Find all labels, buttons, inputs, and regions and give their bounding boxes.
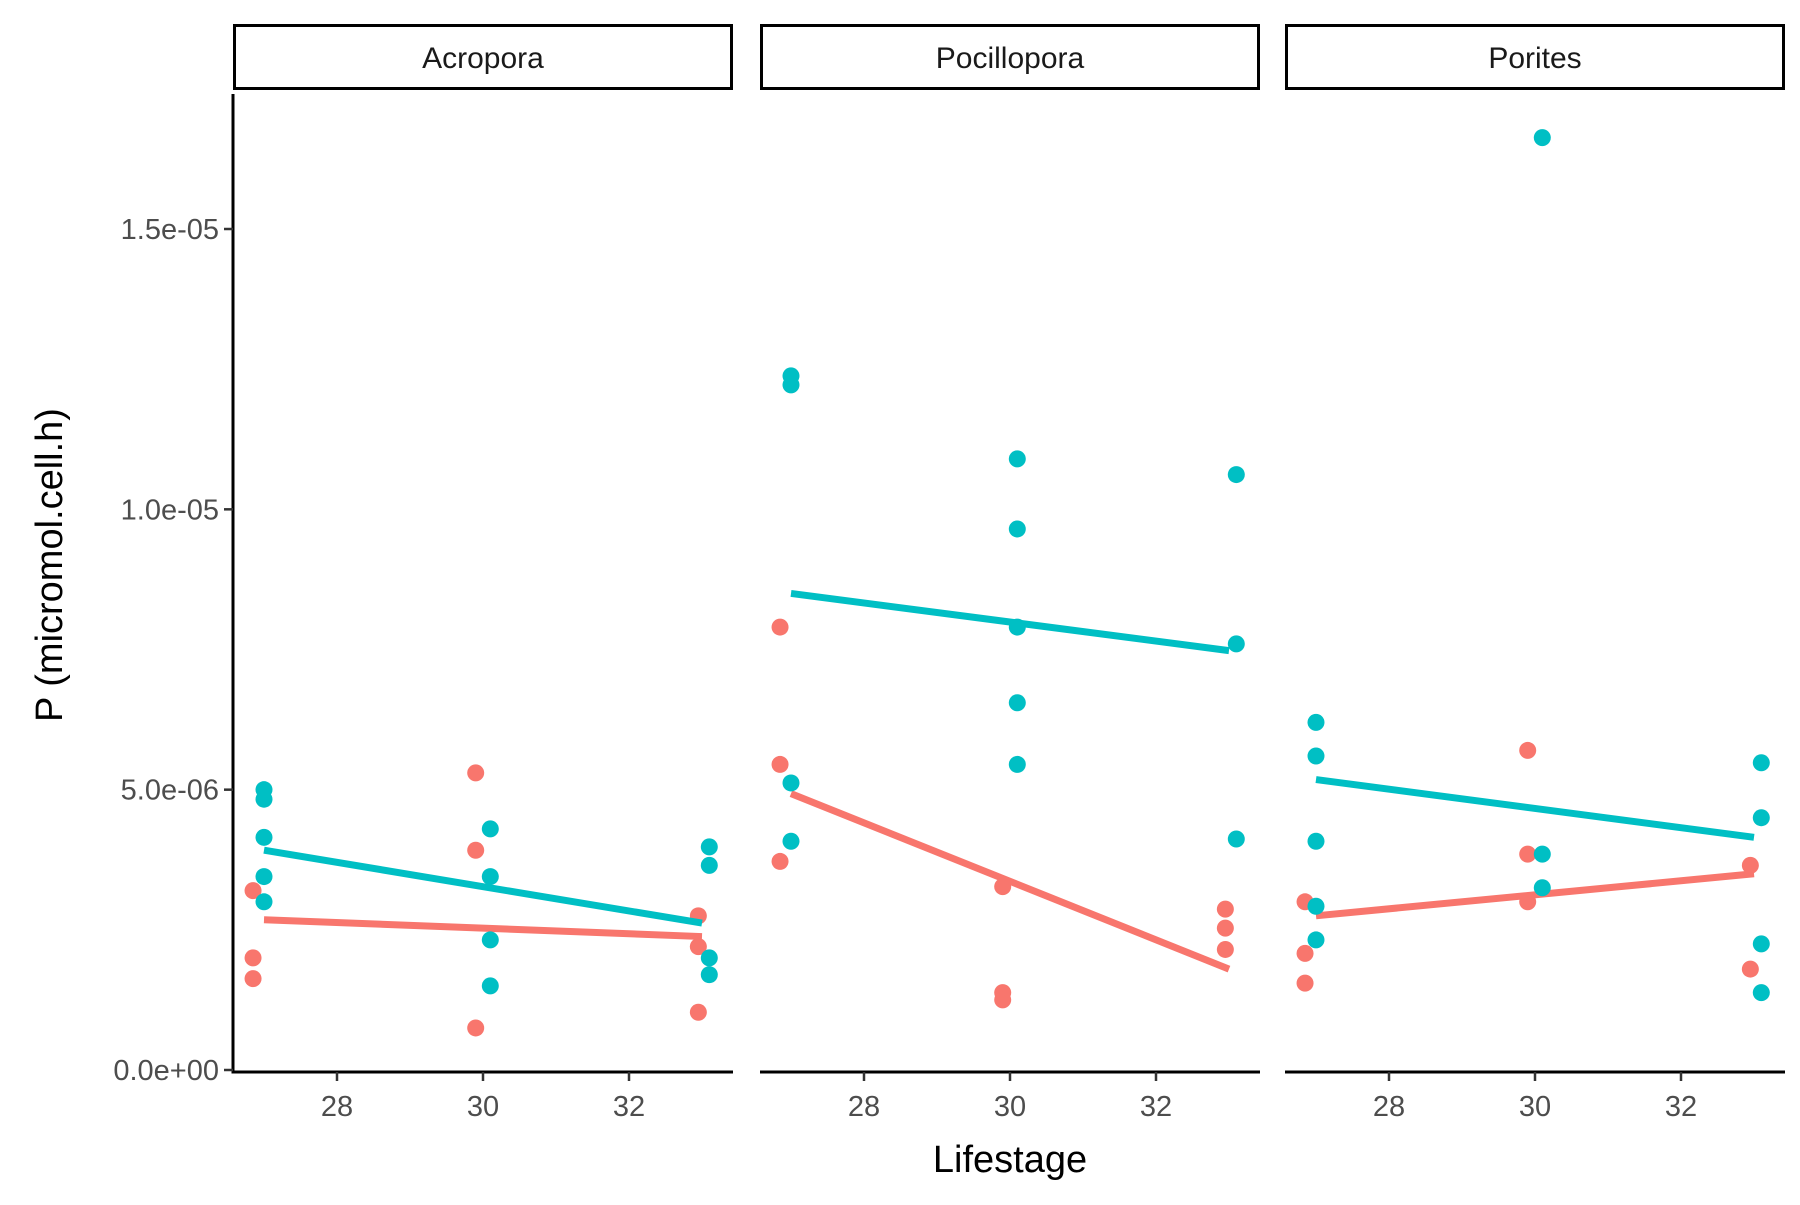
data-point [1307, 832, 1325, 850]
series-red [771, 618, 1234, 1009]
data-point [1307, 747, 1325, 765]
x-axis-title: Lifestage [933, 1139, 1087, 1181]
data-point [689, 1003, 707, 1021]
data-point [1227, 466, 1245, 484]
panel-pocillopora: Pocillopora 28 30 32 [760, 24, 1260, 1123]
data-point [255, 828, 273, 846]
fit-line [789, 790, 1231, 973]
series-teal [255, 781, 718, 995]
series-red [1296, 741, 1759, 992]
fit-line [1315, 776, 1755, 841]
data-point [1533, 845, 1551, 863]
data-point [1307, 713, 1325, 731]
y-tick-label: 1.0e-05 [121, 494, 219, 526]
data-point [1752, 809, 1770, 827]
data-point [771, 755, 789, 773]
data-point [1533, 129, 1551, 147]
data-point [244, 882, 262, 900]
data-point [1227, 635, 1245, 653]
facet-strip-box [760, 24, 1260, 90]
facet-strip-label: Porites [1488, 42, 1581, 75]
data-point [1216, 940, 1234, 958]
x-tick-label: 28 [848, 1091, 880, 1123]
data-point [1752, 754, 1770, 772]
data-point [467, 764, 485, 782]
facet-strip-box [1285, 24, 1785, 90]
x-tick-label: 30 [467, 1091, 499, 1123]
data-point [481, 977, 499, 995]
data-point [700, 966, 718, 984]
data-point [481, 820, 499, 838]
data-point [1008, 694, 1026, 712]
data-point [994, 991, 1012, 1009]
data-point [244, 949, 262, 967]
y-tick-label: 1.5e-05 [121, 214, 219, 246]
data-point [467, 1019, 485, 1037]
data-point [255, 868, 273, 886]
x-tick-label: 32 [613, 1091, 645, 1123]
data-point [1752, 935, 1770, 953]
fit-line [1315, 870, 1755, 920]
fit-line [263, 846, 703, 927]
data-point [255, 790, 273, 808]
y-axis: 0.0e+00 5.0e-06 1.0e-05 1.5e-05 [113, 94, 235, 1087]
x-tick-label: 28 [1373, 1091, 1405, 1123]
data-point [1307, 897, 1325, 915]
y-tick-label: 0.0e+00 [113, 1055, 219, 1087]
x-tick-label: 32 [1665, 1091, 1697, 1123]
data-point [467, 841, 485, 859]
data-point [1752, 984, 1770, 1002]
data-point [1216, 919, 1234, 937]
panel-acropora: Acropora 28 30 32 [233, 24, 733, 1123]
facet-strip-label: Pocillopora [936, 42, 1085, 75]
data-point [1519, 893, 1537, 911]
data-point [782, 376, 800, 394]
series-teal [1307, 129, 1770, 1002]
data-point [771, 618, 789, 636]
data-point [689, 938, 707, 956]
data-point [1741, 856, 1759, 874]
panels-layer: Acropora 28 30 32 Pocillopora 28 30 32 Porites 28… [233, 24, 1785, 1123]
data-point [1519, 845, 1537, 863]
data-point [255, 893, 273, 911]
y-tick-label: 5.0e-06 [121, 775, 219, 807]
data-point [700, 838, 718, 856]
series-teal [782, 367, 1245, 850]
data-point [1296, 974, 1314, 992]
data-point [1533, 879, 1551, 897]
data-point [1296, 944, 1314, 962]
facet-strip-label: Acropora [422, 42, 544, 75]
data-point [1008, 520, 1026, 538]
panel-porites: Porites 28 30 32 [1285, 24, 1785, 1123]
data-point [1008, 755, 1026, 773]
data-point [481, 931, 499, 949]
data-point [1216, 900, 1234, 918]
data-point [782, 774, 800, 792]
facet-strip-box [233, 24, 733, 90]
data-point [481, 868, 499, 886]
data-point [1307, 931, 1325, 949]
fit-line [790, 589, 1230, 655]
data-point [1519, 741, 1537, 759]
data-point [1741, 960, 1759, 978]
fit-line [263, 916, 703, 941]
series-red [244, 764, 707, 1037]
data-point [782, 832, 800, 850]
data-point [700, 856, 718, 874]
x-tick-label: 30 [1519, 1091, 1551, 1123]
x-tick-label: 32 [1140, 1091, 1172, 1123]
data-point [994, 878, 1012, 896]
x-tick-label: 30 [994, 1091, 1026, 1123]
data-point [1008, 450, 1026, 468]
data-point [244, 970, 262, 988]
data-point [771, 852, 789, 870]
data-point [1008, 618, 1026, 636]
data-point [1227, 830, 1245, 848]
x-tick-label: 28 [321, 1091, 353, 1123]
data-point [700, 949, 718, 967]
y-axis-title: P (micromol.cell.h) [29, 408, 71, 722]
